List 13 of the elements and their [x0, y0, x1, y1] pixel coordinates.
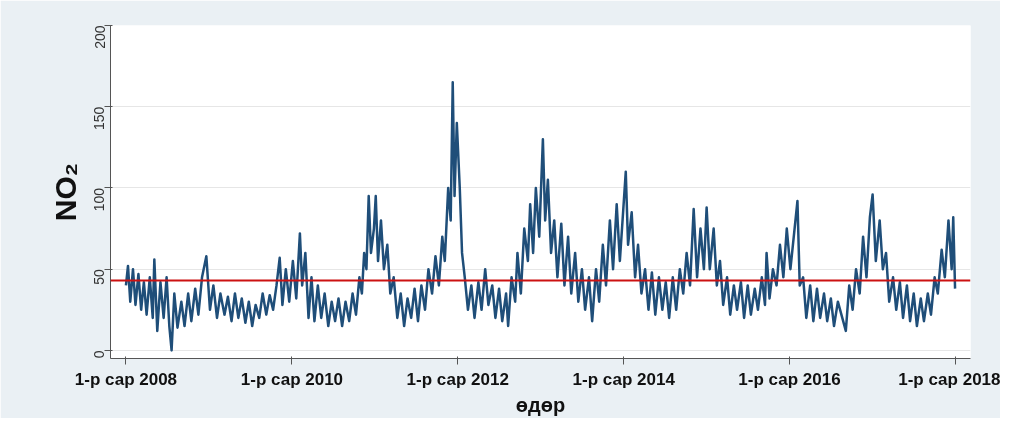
- x-axis-title: өдөр: [515, 393, 566, 416]
- x-tick-label: 1-р сар 2008: [74, 369, 178, 389]
- y-tick-label: 150: [91, 106, 108, 131]
- x-tick-label: 1-р сар 2010: [240, 369, 344, 389]
- y-tick-label: 0: [91, 350, 108, 359]
- x-tick-label: 1-р сар 2012: [406, 369, 509, 389]
- x-tick-label: 1-р сар 2018: [898, 369, 1001, 389]
- x-tick-label: 1-р сар 2016: [738, 369, 841, 389]
- y-tick-label: 100: [91, 187, 108, 212]
- y-axis-title: NO₂: [48, 162, 82, 222]
- x-tick-label: 1-р сар 2014: [572, 369, 676, 389]
- y-tick-label: 200: [91, 25, 108, 49]
- y-tick-label: 50: [91, 268, 108, 285]
